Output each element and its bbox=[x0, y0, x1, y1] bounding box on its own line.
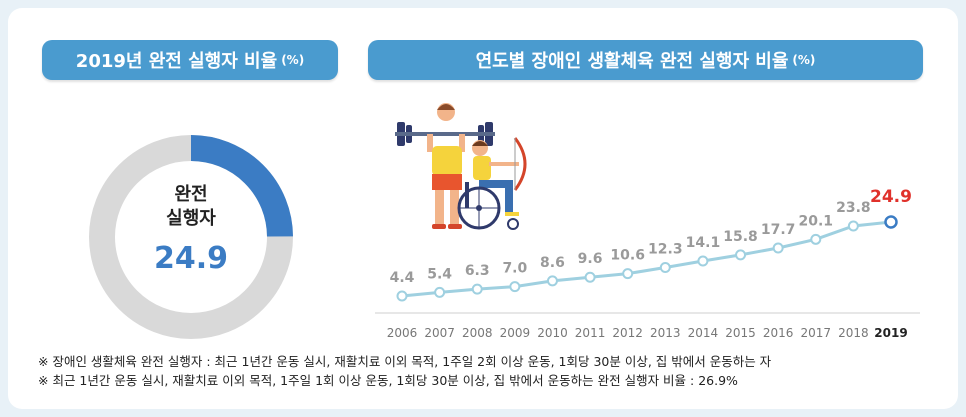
data-point bbox=[659, 261, 671, 273]
data-point bbox=[509, 281, 521, 293]
data-label: 23.8 bbox=[836, 200, 871, 216]
wheelchair-archer-figure bbox=[457, 137, 527, 230]
data-label: 14.1 bbox=[686, 235, 721, 251]
x-tick-label: 2016 bbox=[763, 326, 794, 340]
x-tick-label: 2014 bbox=[688, 326, 719, 340]
data-point bbox=[772, 242, 784, 254]
data-point bbox=[396, 290, 408, 302]
line-title-unit: (%) bbox=[792, 53, 816, 67]
data-point bbox=[810, 233, 822, 245]
data-label: 17.7 bbox=[761, 222, 796, 238]
x-tick-label: 2019 bbox=[874, 326, 907, 340]
x-tick-label: 2011 bbox=[575, 326, 606, 340]
donut-value: 24.9 bbox=[154, 241, 228, 276]
data-point bbox=[584, 271, 596, 283]
data-label: 20.1 bbox=[798, 213, 833, 229]
data-point bbox=[697, 255, 709, 267]
data-label: 8.6 bbox=[540, 255, 565, 271]
data-point bbox=[884, 215, 898, 229]
data-point bbox=[434, 286, 446, 298]
data-label: 7.0 bbox=[502, 261, 527, 277]
x-tick-label: 2008 bbox=[462, 326, 493, 340]
data-point bbox=[847, 220, 859, 232]
data-label: 10.6 bbox=[610, 248, 645, 264]
x-tick-label: 2017 bbox=[800, 326, 831, 340]
x-tick-label: 2007 bbox=[424, 326, 455, 340]
x-tick-label: 2006 bbox=[387, 326, 418, 340]
athletes-illustration bbox=[395, 103, 527, 230]
footnotes: ※ 장애인 생활체육 완전 실행자 : 최근 1년간 운동 실시, 재활치료 이… bbox=[38, 352, 771, 390]
data-label: 24.9 bbox=[870, 187, 912, 207]
x-tick-label: 2013 bbox=[650, 326, 681, 340]
line-title-text: 연도별 장애인 생활체육 완전 실행자 비율 bbox=[475, 51, 789, 72]
data-label: 9.6 bbox=[578, 251, 603, 267]
x-tick-label: 2009 bbox=[500, 326, 531, 340]
donut-label-line1: 완전 bbox=[174, 184, 207, 205]
data-label: 5.4 bbox=[427, 266, 452, 282]
x-tick-label: 2018 bbox=[838, 326, 869, 340]
data-point bbox=[622, 268, 634, 280]
data-point bbox=[471, 283, 483, 295]
data-label: 15.8 bbox=[723, 229, 758, 245]
donut-title-unit: (%) bbox=[281, 53, 305, 67]
x-tick-label: 2015 bbox=[725, 326, 756, 340]
data-label: 4.4 bbox=[390, 270, 415, 286]
footnote-2: ※ 최근 1년간 운동 실시, 재활치료 이외 목적, 1주일 1회 이상 운동… bbox=[38, 373, 738, 388]
weightlifter-figure bbox=[395, 103, 495, 229]
footnote-1: ※ 장애인 생활체육 완전 실행자 : 최근 1년간 운동 실시, 재활치료 이… bbox=[38, 354, 772, 369]
donut-title-text: 2019년 완전 실행자 비율 bbox=[75, 51, 278, 72]
data-point bbox=[546, 275, 558, 287]
data-point bbox=[735, 249, 747, 261]
data-label: 6.3 bbox=[465, 263, 490, 279]
donut-label-line2: 실행자 bbox=[166, 208, 216, 229]
series-line bbox=[401, 220, 892, 298]
line-panel-title: 연도별 장애인 생활체육 완전 실행자 비율 (%) bbox=[368, 40, 923, 80]
donut-slice-complete bbox=[190, 135, 293, 237]
x-tick-label: 2010 bbox=[537, 326, 568, 340]
donut-panel-title: 2019년 완전 실행자 비율 (%) bbox=[42, 40, 338, 80]
data-label: 12.3 bbox=[648, 241, 683, 257]
x-tick-label: 2012 bbox=[612, 326, 643, 340]
